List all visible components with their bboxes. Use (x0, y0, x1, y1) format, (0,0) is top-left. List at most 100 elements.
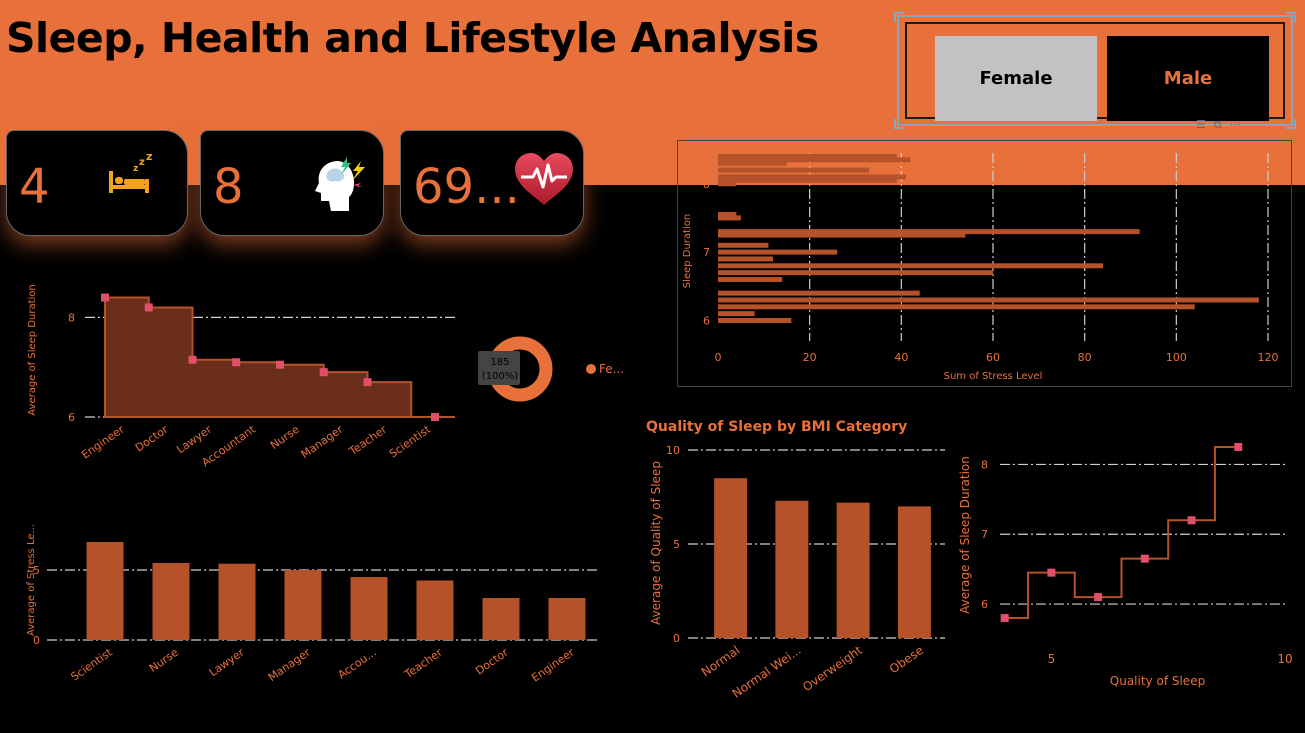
data-point (319, 368, 328, 377)
x-axis-label: Quality of Sleep (1110, 674, 1205, 688)
x-tick-label: Obese (887, 643, 926, 676)
x-tick-label: Teacher (401, 646, 445, 682)
x-tick-label: Scientist (387, 422, 434, 460)
heart-rate-icon (515, 153, 573, 205)
bar (718, 270, 993, 276)
data-point (1000, 614, 1009, 623)
bar (482, 598, 520, 640)
x-tick-label: Nurse (268, 423, 302, 452)
filter-icon[interactable]: ☰ (1196, 118, 1214, 131)
stress-by-sleep-duration-chart[interactable]: 0 20 40 60 80 100 120 8 7 6 Sum of Stress Level Sle… (677, 140, 1292, 387)
x-tick-label: Overweight (800, 643, 865, 694)
legend-label: Fe... (599, 362, 624, 376)
x-tick-label: Engineer (529, 646, 577, 685)
data-point (1140, 554, 1149, 563)
stress-by-occupation-chart[interactable]: 0 5 Scientist Nurse Lawyer Manager Accou... Tea… (0, 515, 620, 715)
bar (718, 297, 1259, 303)
sleep-duration-by-quality-svg: 6 7 8 5 10 Quality of Sleep Average of Sleep D… (958, 442, 1293, 688)
y-tick-label: 6 (703, 314, 710, 327)
data-point (276, 360, 284, 369)
x-tick-label: Doctor (133, 423, 171, 455)
bar (718, 167, 870, 173)
y-tick-label: 5 (33, 564, 40, 577)
y-tick-label: 8 (68, 311, 75, 324)
y-axis-label: Sleep Duration (682, 214, 693, 288)
sleep-by-occupation-chart[interactable]: 6 8 Engineer Doctor Lawyer Accountant Nurse Man… (0, 270, 470, 470)
x-tick-label: 5 (1048, 652, 1056, 666)
bar (718, 242, 769, 248)
bar (718, 177, 897, 183)
x-tick-label: 0 (715, 351, 722, 364)
bar (897, 506, 931, 638)
resize-handle-bottom-left[interactable] (894, 119, 904, 129)
bar (718, 276, 783, 282)
more-options-icon[interactable]: ⋯ (1229, 118, 1249, 131)
resize-handle-bottom-right[interactable] (1286, 119, 1296, 129)
x-tick-label: Scientist (69, 645, 116, 683)
visual-header-icons[interactable]: ☰⧉⋯ (1196, 118, 1249, 132)
sleep-duration-by-quality-chart[interactable]: 6 7 8 5 10 Quality of Sleep Average of Sleep D… (955, 430, 1300, 700)
bar (718, 304, 1195, 310)
x-tick-label: Teacher (346, 423, 390, 459)
bar (718, 317, 792, 323)
bar (284, 570, 322, 640)
bar (718, 232, 966, 238)
x-tick-label: 60 (986, 351, 1000, 364)
y-axis-label: Average of Sleep Duration (27, 284, 38, 415)
kpi-card-heart-rate: 69... (400, 130, 584, 236)
bar (718, 160, 787, 166)
bar (836, 502, 870, 638)
bar (718, 153, 897, 159)
x-tick-label: Normal Wei... (730, 643, 804, 701)
data-point (1234, 442, 1243, 451)
gender-slicer[interactable]: Female Male (894, 12, 1296, 129)
data-point (144, 303, 153, 312)
sleep-quality-by-bmi-chart[interactable]: Quality of Sleep by BMI Category 0 5 10 Norm… (640, 410, 960, 710)
data-point (1094, 593, 1103, 602)
gender-donut-chart[interactable]: 185 (100%) Fe... (470, 325, 640, 415)
bar (718, 212, 737, 218)
y-tick-label: 6 (981, 598, 988, 611)
x-tick-label: 100 (1166, 351, 1187, 364)
bar (718, 174, 906, 180)
legend-marker (586, 364, 596, 374)
x-tick-label: 10 (1277, 652, 1292, 666)
stressed-head-icon (315, 157, 365, 211)
kpi-card-stress: 8 (200, 130, 384, 236)
bar (548, 598, 586, 640)
bar (416, 580, 454, 640)
resize-handle-top-left[interactable] (894, 12, 904, 22)
y-tick-label: 8 (703, 178, 710, 191)
focus-mode-icon[interactable]: ⧉ (1213, 118, 1230, 131)
data-point (101, 293, 109, 302)
x-tick-label: Accou... (336, 646, 379, 682)
x-tick-label: Manager (299, 423, 346, 462)
donut-percent-label: (100%) (482, 371, 518, 382)
resize-handle-top-right[interactable] (1286, 12, 1296, 22)
bar (152, 563, 190, 640)
y-axis-label: Average of Sleep Duration (958, 456, 972, 614)
y-tick-label: 7 (703, 246, 710, 259)
y-tick-label: 5 (673, 538, 680, 551)
slicer-option-male[interactable]: Male (1107, 36, 1269, 121)
x-tick-label: Lawyer (207, 646, 247, 680)
data-point (232, 358, 241, 367)
x-tick-label: Nurse (147, 646, 181, 675)
x-tick-label: Manager (266, 646, 313, 685)
x-tick-label: 40 (894, 351, 908, 364)
stress-by-occupation-svg: 0 5 Scientist Nurse Lawyer Manager Accou... Tea… (26, 524, 600, 685)
slicer-option-female[interactable]: Female (935, 36, 1097, 121)
data-point (188, 355, 197, 364)
page-title: Sleep, Health and Lifestyle Analysis (6, 14, 819, 62)
y-tick-label: 7 (981, 528, 988, 541)
y-tick-label: 0 (33, 634, 40, 647)
bar (775, 500, 809, 638)
bar (718, 215, 741, 221)
kpi-value-sleep: 4 (19, 159, 50, 215)
y-tick-label: 8 (981, 458, 988, 471)
x-tick-label: 20 (803, 351, 817, 364)
gender-donut-svg: 185 (100%) Fe... (478, 336, 624, 402)
x-tick-label: 80 (1078, 351, 1092, 364)
svg-text:z: z (139, 157, 145, 168)
